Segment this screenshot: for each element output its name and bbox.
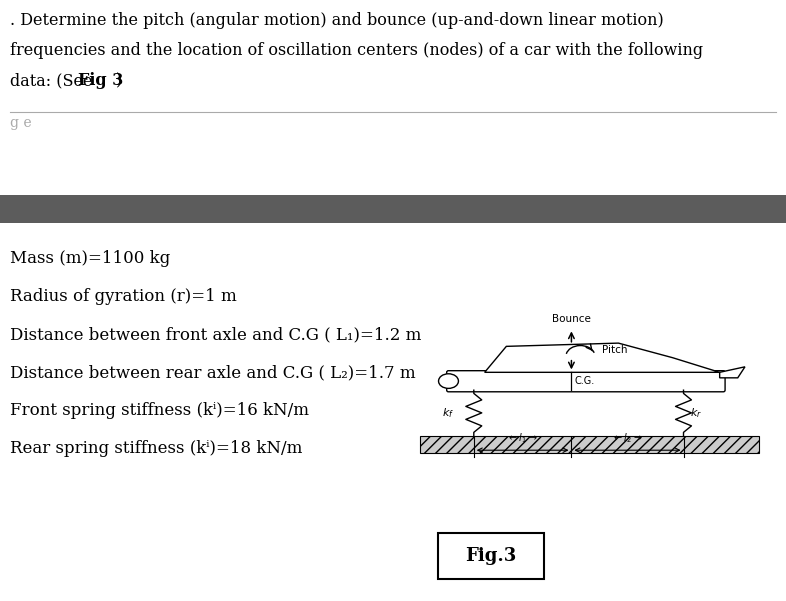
Text: data: (See: data: (See [10, 72, 97, 89]
Text: C.G.: C.G. [575, 376, 594, 386]
Text: Pitch: Pitch [602, 344, 628, 355]
Text: Distance between rear axle and C.G ( L₂)=1.7 m: Distance between rear axle and C.G ( L₂)… [10, 364, 416, 381]
Text: Fig.3: Fig.3 [465, 547, 517, 565]
Text: Front spring stiffness (kⁱ)=16 kN/m: Front spring stiffness (kⁱ)=16 kN/m [10, 402, 309, 419]
Text: $\leftarrow l_2 \rightarrow$: $\leftarrow l_2 \rightarrow$ [612, 432, 643, 445]
Bar [0, 195, 786, 223]
Ellipse shape [439, 374, 458, 388]
Text: $\leftarrow l_1 \rightarrow$: $\leftarrow l_1 \rightarrow$ [507, 432, 538, 445]
Text: Fig 3: Fig 3 [78, 72, 123, 89]
Text: Rear spring stiffness (kⁱ)=18 kN/m: Rear spring stiffness (kⁱ)=18 kN/m [10, 440, 303, 457]
Text: Distance between front axle and C.G ( L₁)=1.2 m: Distance between front axle and C.G ( L₁… [10, 326, 421, 343]
Text: . Determine the pitch (angular motion) and bounce (up-and-down linear motion): . Determine the pitch (angular motion) a… [10, 12, 663, 29]
Text: $k_f$: $k_f$ [442, 406, 454, 419]
Text: Radius of gyration (r)=1 m: Radius of gyration (r)=1 m [10, 288, 237, 305]
Polygon shape [485, 343, 720, 372]
Text: Bounce: Bounce [552, 314, 591, 323]
Text: g e: g e [10, 116, 31, 130]
Polygon shape [720, 367, 745, 378]
FancyBboxPatch shape [439, 533, 545, 579]
Bar [420, 436, 759, 453]
Text: Mass (m)=1100 kg: Mass (m)=1100 kg [10, 250, 171, 267]
Text: $k_r$: $k_r$ [690, 406, 702, 419]
Text: frequencies and the location of oscillation centers (nodes) of a car with the fo: frequencies and the location of oscillat… [10, 42, 703, 59]
FancyBboxPatch shape [446, 371, 725, 392]
Text: ): ) [116, 72, 123, 89]
